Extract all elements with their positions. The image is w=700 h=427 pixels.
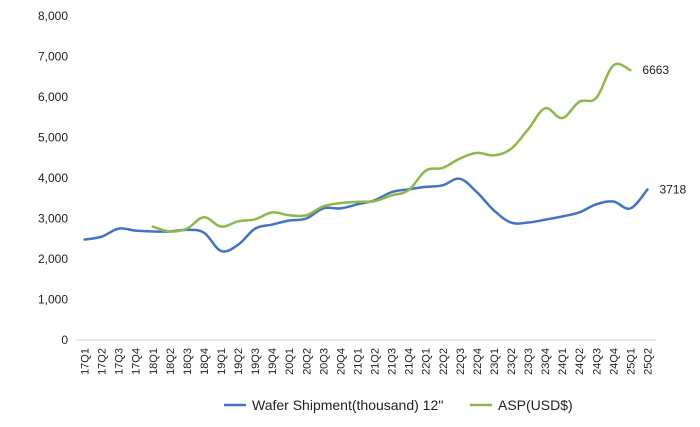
x-tick-label: 21Q1: [352, 348, 364, 375]
x-tick-label: 23Q3: [523, 348, 535, 375]
x-tick-label: 24Q3: [591, 348, 603, 375]
end-label-asp: 6663: [642, 63, 669, 77]
x-tick-label: 19Q3: [250, 348, 262, 375]
x-tick-label: 24Q4: [608, 348, 620, 375]
x-tick-label: 23Q1: [489, 348, 501, 375]
x-axis: 17Q1 17Q2 17Q3 17Q4 18Q1 18Q2 18Q3 18Q4 19Q1 19Q2…: [76, 339, 656, 375]
y-tick-label: 4,000: [38, 171, 68, 185]
y-tick-label: 2,000: [38, 252, 68, 266]
x-tick-label: 24Q1: [557, 348, 569, 375]
series-line-wafer-shipment: [83, 177, 649, 253]
x-tick-label: 23Q4: [540, 348, 552, 375]
x-tick-label: 22Q4: [472, 348, 484, 375]
y-tick-label: 7,000: [38, 50, 68, 64]
series-line-asp: [151, 62, 632, 233]
x-tick-label: 20Q3: [318, 348, 330, 375]
x-tick-label: 18Q2: [165, 348, 177, 375]
y-tick-label: 6,000: [38, 90, 68, 104]
x-tick-label: 21Q3: [387, 348, 399, 375]
x-tick-label: 17Q4: [131, 348, 143, 375]
x-tick-label: 21Q4: [404, 348, 416, 375]
x-tick-label: 22Q2: [438, 348, 450, 375]
x-tick-label: 18Q4: [199, 348, 211, 375]
y-tick-label: 3,000: [38, 212, 68, 226]
x-tick-label: 25Q1: [625, 348, 637, 375]
end-labels: 3718 6663: [642, 63, 686, 196]
legend-label-asp: ASP(USD$): [498, 397, 573, 413]
x-tick-label: 19Q2: [233, 348, 245, 375]
series-layer: [83, 62, 649, 253]
x-tick-label: 19Q1: [216, 348, 228, 375]
x-tick-label: 24Q2: [574, 348, 586, 375]
x-tick-label: 19Q4: [267, 348, 279, 375]
y-axis: 0 1,000 2,000 3,000 4,000 5,000 6,000 7,000 8,00…: [38, 9, 68, 347]
x-tick-label: 21Q2: [370, 348, 382, 375]
x-tick-label: 20Q1: [284, 348, 296, 375]
legend: Wafer Shipment(thousand) 12'' ASP(USD$): [224, 397, 573, 413]
x-tick-label: 17Q2: [97, 348, 109, 375]
x-tick-label: 25Q2: [642, 348, 654, 375]
x-tick-label: 20Q2: [301, 348, 313, 375]
y-tick-label: 1,000: [38, 293, 68, 307]
x-tick-label: 23Q2: [506, 348, 518, 375]
y-tick-label: 0: [61, 333, 68, 347]
x-tick-label: 17Q1: [80, 348, 92, 375]
y-tick-label: 8,000: [38, 9, 68, 23]
x-tick-label: 17Q3: [114, 348, 126, 375]
x-tick-label: 22Q1: [421, 348, 433, 375]
x-tick-label: 20Q4: [335, 348, 347, 375]
legend-label-wafer-shipment: Wafer Shipment(thousand) 12'': [252, 397, 444, 413]
x-tick-label: 18Q1: [148, 348, 160, 375]
y-tick-label: 5,000: [38, 131, 68, 145]
end-label-wafer-shipment: 3718: [659, 182, 686, 196]
x-tick-label: 22Q3: [455, 348, 467, 375]
x-tick-label: 18Q3: [182, 348, 194, 375]
